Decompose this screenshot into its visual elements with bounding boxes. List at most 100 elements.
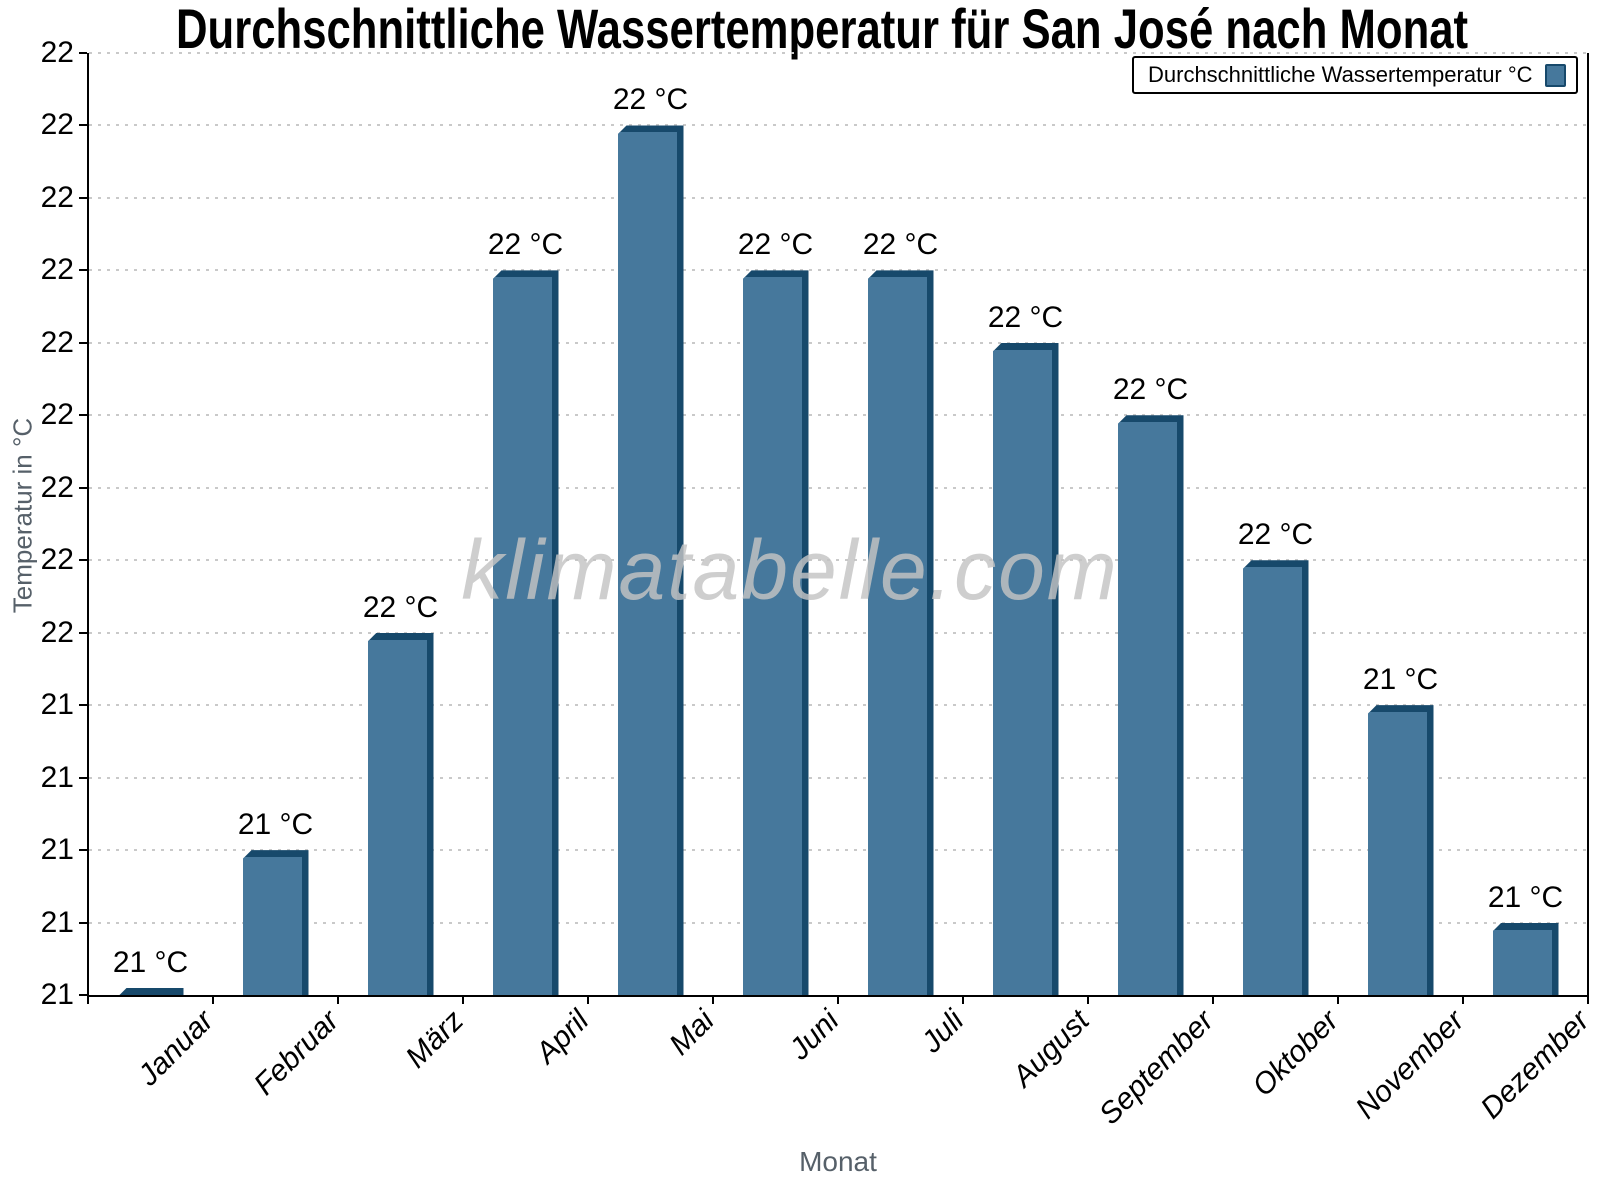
y-axis-tick <box>79 631 87 634</box>
x-axis-tick <box>1587 995 1589 1004</box>
x-axis-label-dezember: Dezember <box>1474 1004 1596 1126</box>
x-axis-tick <box>1087 995 1089 1004</box>
x-axis-label-januar: Januar <box>132 1004 221 1093</box>
y-axis-tick <box>79 704 87 707</box>
bar-juni[interactable] <box>742 270 809 995</box>
y-axis-tick <box>79 921 87 924</box>
y-gridline <box>89 704 1587 707</box>
x-axis-label-mai: Mai <box>662 1004 721 1062</box>
y-tick-label: 22 <box>40 108 74 142</box>
y-gridline <box>89 921 1587 924</box>
x-axis-tick <box>212 995 214 1004</box>
y-tick-label: 22 <box>40 180 74 214</box>
bar-value-label-juni: 22 °C <box>737 228 814 262</box>
y-tick-label: 21 <box>40 978 74 1011</box>
y-gridline <box>89 849 1587 852</box>
x-axis-label-april: April <box>529 1004 596 1070</box>
legend-swatch <box>1544 63 1566 87</box>
bar-fill <box>867 277 927 995</box>
y-gridline <box>89 52 1587 54</box>
bar-fill <box>367 639 427 995</box>
y-tick-label: 21 <box>40 760 74 794</box>
bar-august[interactable] <box>992 342 1059 995</box>
x-axis-tick <box>1337 995 1339 1004</box>
bar-juli[interactable] <box>867 270 934 995</box>
y-axis-line <box>87 53 89 997</box>
bar-april[interactable] <box>492 270 559 995</box>
bar-fill <box>1242 567 1302 995</box>
bar-fill <box>742 277 802 995</box>
y-tick-label: 22 <box>40 398 74 432</box>
x-axis-tick <box>1212 995 1214 1004</box>
bar-fill <box>242 857 302 995</box>
y-gridline <box>89 631 1587 634</box>
bar-fill <box>492 277 552 995</box>
x-axis-tick <box>962 995 964 1004</box>
x-axis-tick <box>837 995 839 1004</box>
y-tick-label: 22 <box>40 253 74 287</box>
y-axis-tick <box>79 341 87 344</box>
x-axis-tick <box>712 995 714 1004</box>
y-tick-label: 22 <box>40 470 74 504</box>
bar-fill <box>617 132 677 995</box>
bar-value-label-april: 22 °C <box>487 228 564 262</box>
x-axis-tick <box>87 995 89 1004</box>
bar-value-label-november: 21 °C <box>1362 663 1439 697</box>
y-gridline <box>89 124 1587 127</box>
x-axis-tick <box>462 995 464 1004</box>
bar-oktober[interactable] <box>1242 560 1309 995</box>
x-axis-label-juni: Juni <box>783 1004 846 1067</box>
bar-dezember[interactable] <box>1492 922 1559 995</box>
bar-fill <box>1492 929 1552 995</box>
y-axis-tick <box>79 486 87 489</box>
x-axis-tick <box>1462 995 1464 1004</box>
bar-value-label-februar: 21 °C <box>237 808 314 842</box>
legend-label: Durchschnittliche Wassertemperatur °C <box>1148 62 1533 87</box>
y-axis-tick <box>79 196 87 199</box>
bar-value-label-juli: 22 °C <box>862 228 939 262</box>
bar-value-label-oktober: 22 °C <box>1237 518 1314 552</box>
x-axis-title: Monat <box>799 1146 877 1177</box>
x-axis-label-marz: März <box>399 1004 471 1075</box>
y-axis-tick <box>79 124 87 127</box>
y-gridline <box>89 559 1587 562</box>
y-gridline <box>89 414 1587 417</box>
bar-value-label-mai: 22 °C <box>612 83 689 117</box>
y-gridline <box>89 269 1587 272</box>
bar-fill <box>992 349 1052 995</box>
y-gridline <box>89 341 1587 344</box>
y-axis-tick <box>79 849 87 852</box>
bar-januar[interactable] <box>117 988 184 995</box>
y-axis-tick <box>79 269 87 272</box>
bar-februar[interactable] <box>242 850 309 995</box>
x-axis-label-februar: Februar <box>247 1004 346 1102</box>
x-axis-label-september: September <box>1093 1004 1221 1132</box>
y-tick-label: 22 <box>40 325 74 359</box>
x-axis-label-august: August <box>1005 1004 1096 1094</box>
x-axis-tick <box>337 995 339 1004</box>
y-axis-tick <box>79 559 87 562</box>
y-gridline <box>89 776 1587 779</box>
plot-right-border <box>1587 53 1589 997</box>
bar-fill <box>1367 712 1427 995</box>
y-axis-tick <box>79 776 87 779</box>
bar-november[interactable] <box>1367 705 1434 995</box>
bar-value-label-dezember: 21 °C <box>1487 880 1564 914</box>
x-axis-label-november: November <box>1349 1004 1471 1126</box>
y-tick-label: 22 <box>40 615 74 649</box>
bar-value-label-september: 22 °C <box>1112 373 1189 407</box>
y-tick-label: 21 <box>40 905 74 939</box>
bar-marz[interactable] <box>367 632 434 995</box>
y-tick-label: 22 <box>40 36 74 69</box>
y-tick-label: 21 <box>40 833 74 867</box>
bar-value-label-august: 22 °C <box>987 300 1064 334</box>
bar-fill <box>1117 422 1177 995</box>
chart-title: Durchschnittliche Wassertemperatur für S… <box>176 0 1469 60</box>
legend[interactable]: Durchschnittliche Wassertemperatur °C <box>1132 56 1578 94</box>
y-tick-label: 21 <box>40 688 74 722</box>
bar-september[interactable] <box>1117 415 1184 995</box>
y-axis-title: Temperatur in °C <box>7 417 38 614</box>
bar-value-label-marz: 22 °C <box>362 590 439 624</box>
bar-mai[interactable] <box>617 125 684 995</box>
y-axis-tick <box>79 414 87 417</box>
